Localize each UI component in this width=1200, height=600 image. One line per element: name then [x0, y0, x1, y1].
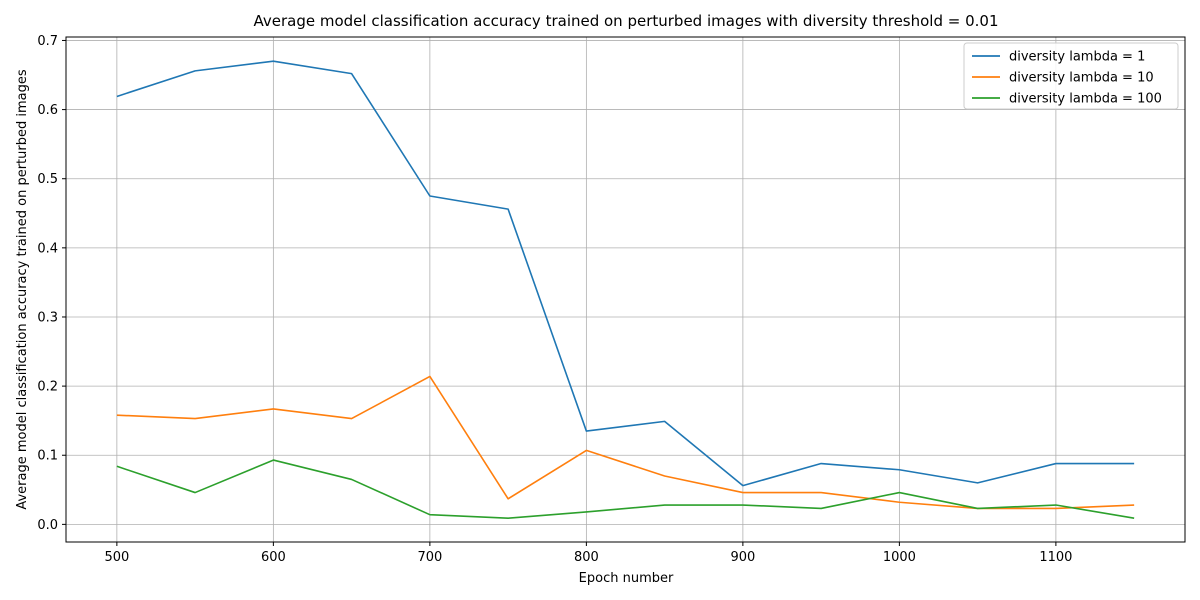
x-tick-label: 600: [261, 550, 286, 565]
y-tick-label: 0.1: [37, 449, 58, 464]
y-tick-label: 0.6: [37, 103, 58, 118]
x-tick-label: 1000: [883, 550, 916, 565]
x-axis-label: Epoch number: [579, 571, 674, 586]
grid: [66, 37, 1185, 542]
y-tick-label: 0.7: [37, 34, 58, 49]
series-lines: [116, 60, 1135, 519]
y-tick-label: 0.0: [37, 518, 58, 533]
legend-label-2: diversity lambda = 10: [1009, 71, 1154, 86]
chart-title: Average model classification accuracy tr…: [254, 12, 999, 30]
y-axis-label: Average model classification accuracy tr…: [15, 69, 30, 510]
x-tick-label: 1100: [1039, 550, 1072, 565]
series-line-3: [116, 459, 1135, 519]
x-tick-label: 500: [104, 550, 129, 565]
y-tick-label: 0.2: [37, 380, 58, 395]
legend: diversity lambda = 1 diversity lambda = 1…: [963, 42, 1179, 110]
legend-box: [963, 42, 1179, 110]
y-tick-label: 0.5: [37, 172, 58, 187]
x-tick-label: 800: [574, 550, 599, 565]
y-tick-label: 0.3: [37, 310, 58, 325]
y-tick-label: 0.4: [37, 241, 58, 256]
ticks: 500 600 700 800 900 1000 1100 0.0 0.1 0.2 0.3 0.4 0.…: [37, 34, 1072, 565]
x-tick-label: 900: [730, 550, 755, 565]
legend-label-3: diversity lambda = 100: [1009, 92, 1162, 107]
x-tick-label: 700: [417, 550, 442, 565]
plot-frame: [65, 36, 1186, 543]
series-line-2: [116, 375, 1135, 510]
series-line-1: [116, 60, 1135, 487]
legend-label-1: diversity lambda = 1: [1009, 50, 1145, 65]
